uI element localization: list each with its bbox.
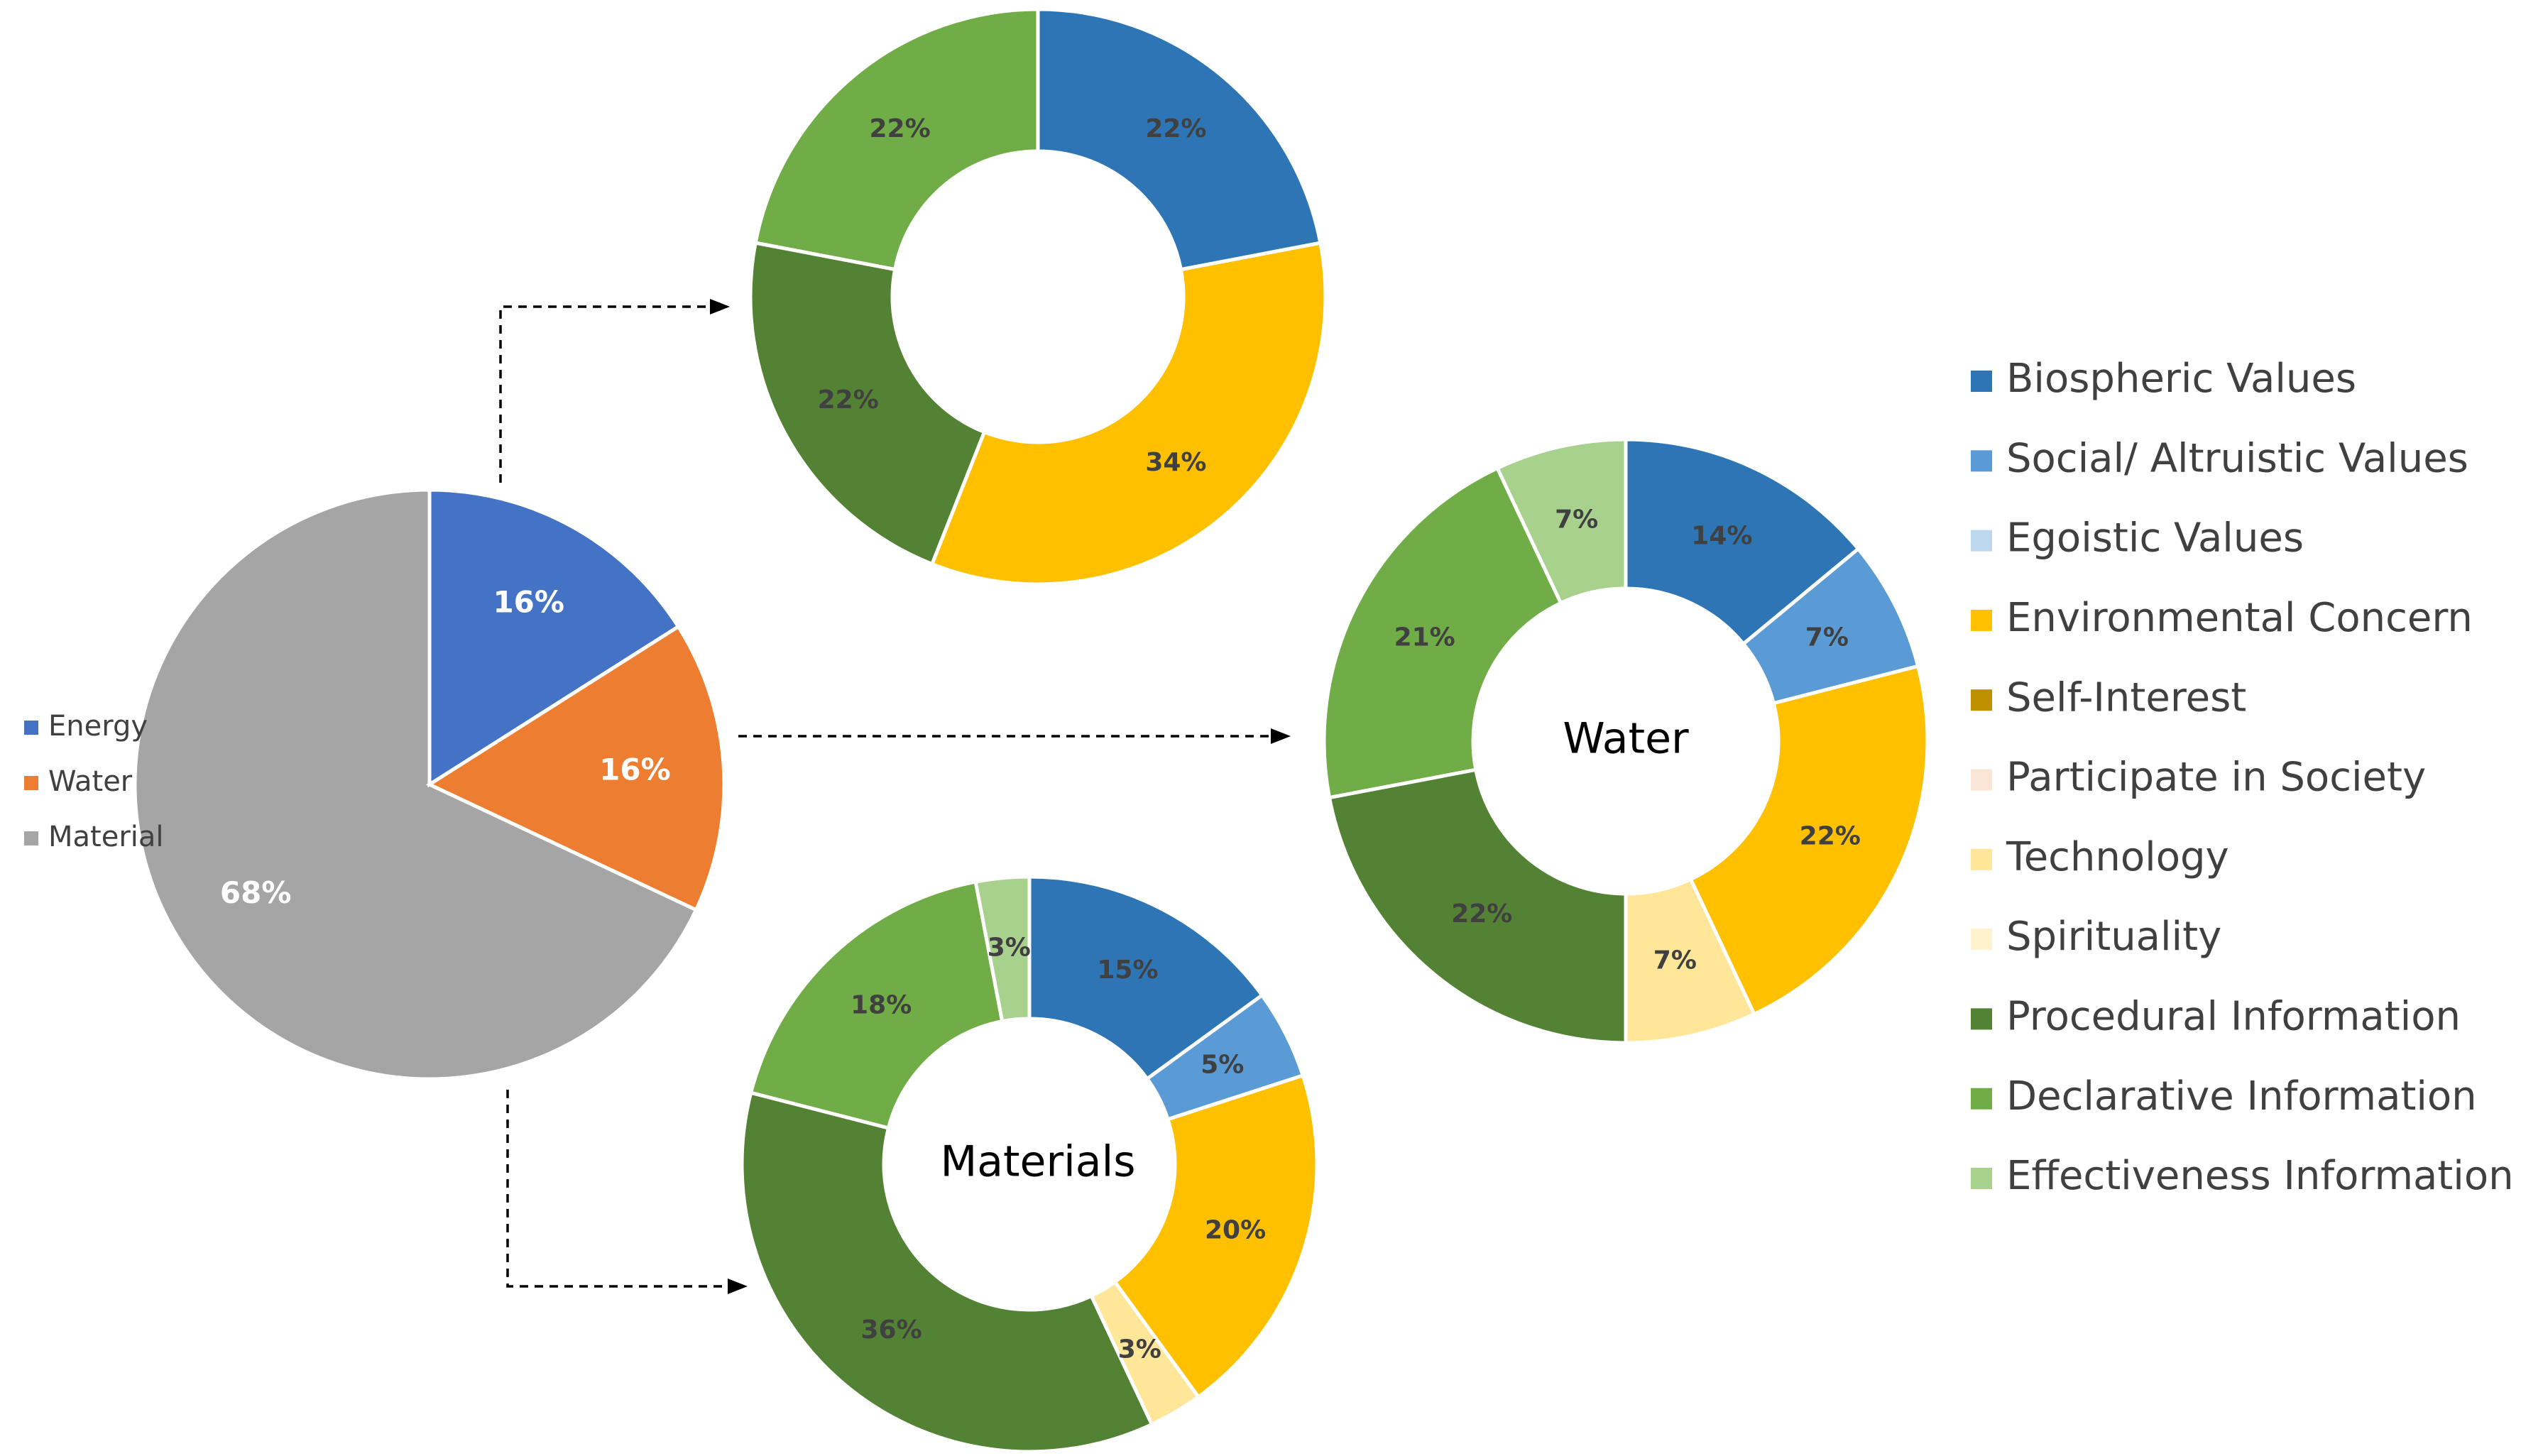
water-donut-chart: 14% 7% 22% 7% 22% 21% 7% Water [1322, 437, 1930, 1045]
legend-label-self-interest: Self-Interest [2006, 674, 2246, 721]
materials-label-technology: 3% [1118, 1335, 1161, 1364]
legend-swatch-spirituality [1971, 929, 1992, 951]
legend-swatch-technology [1971, 848, 1992, 870]
water-slice-technology [1624, 877, 1757, 1045]
right-legend: Biospheric Values Social/ Altruistic Valu… [1971, 356, 2514, 1199]
legend-swatch-participate-in-society [1971, 769, 1992, 791]
materials-label-effectiveness-information: 3% [988, 933, 1031, 962]
main-pie-legend: Energy Water Material [24, 710, 164, 853]
legend-swatch-declarative-information [1971, 1088, 1992, 1110]
water-slice-declarative-information [1322, 466, 1563, 800]
materials-slice-social-altruistic-values [1144, 992, 1306, 1122]
legend-label-spirituality: Spirituality [2006, 914, 2221, 960]
water-slice-environmental-concern [1688, 664, 1930, 1017]
arrow-head-water [1271, 728, 1291, 744]
water-slice-social-altruistic-values [1741, 546, 1920, 706]
arrow-head-materials [728, 1279, 748, 1294]
main-legend-label-energy: Energy [48, 710, 148, 743]
materials-label-declarative-information: 18% [851, 991, 912, 1020]
legend-label-declarative-information: Declarative Information [2006, 1073, 2477, 1120]
legend-swatch-social-altruistic-values [1971, 450, 1992, 472]
main-legend-label-material: Material [48, 821, 164, 853]
legend-label-effectiveness-information: Effectiveness Information [2006, 1153, 2514, 1199]
main-pie-slice-water [425, 624, 726, 913]
materials-slice-technology [1088, 1279, 1201, 1427]
main-pie-label-water: 16% [599, 752, 671, 787]
materials-donut-chart: 15% 5% 20% 3% 36% 18% 3% Materials [740, 875, 1319, 1454]
legend-swatch-biospheric-values [1971, 371, 1992, 392]
main-legend-swatch-material [24, 831, 38, 845]
energy-label-procedural-information: 22% [818, 385, 879, 415]
water-label-procedural-information: 22% [1451, 899, 1512, 929]
water-label-declarative-information: 21% [1394, 623, 1455, 652]
legend-swatch-self-interest [1971, 689, 1992, 711]
materials-label-biospheric-values: 15% [1097, 956, 1158, 985]
main-pie-slice-material [133, 488, 699, 1081]
water-label-effectiveness-information: 7% [1555, 505, 1598, 535]
materials-slice-procedural-information [740, 1090, 1154, 1454]
legend-label-technology: Technology [2006, 834, 2229, 880]
main-legend-label-water: Water [48, 765, 133, 798]
legend-label-environmental-concern: Environmental Concern [2006, 595, 2473, 641]
energy-donut-chart: 22% 34% 22% 22% [748, 7, 1328, 586]
energy-label-biospheric-values: 22% [1145, 114, 1206, 143]
legend-label-biospheric-values: Biospheric Values [2006, 356, 2356, 402]
energy-slice-declarative-information [753, 7, 1040, 272]
energy-slice-procedural-information [748, 241, 987, 566]
main-pie-slice-energy [427, 488, 681, 788]
legend-swatch-procedural-information [1971, 1008, 1992, 1030]
water-donut-title: Water [1563, 714, 1689, 764]
water-label-biospheric-values: 14% [1691, 521, 1752, 550]
legend-label-participate-in-society: Participate in Society [2006, 755, 2426, 801]
materials-slice-environmental-concern [1112, 1073, 1319, 1400]
legend-swatch-effectiveness-information [1971, 1168, 1992, 1189]
legend-swatch-environmental-concern [1971, 609, 1992, 631]
water-slice-procedural-information [1327, 767, 1628, 1045]
water-label-environmental-concern: 22% [1800, 821, 1861, 850]
materials-slice-biospheric-values [1027, 875, 1265, 1081]
water-slice-biospheric-values [1624, 437, 1861, 647]
materials-label-environmental-concern: 20% [1205, 1215, 1266, 1244]
energy-label-environmental-concern: 34% [1145, 448, 1206, 477]
materials-donut-title: Materials [940, 1137, 1135, 1187]
arrow-to-energy [499, 305, 710, 483]
main-pie-label-energy: 16% [493, 584, 564, 619]
energy-label-declarative-information: 22% [869, 114, 930, 143]
materials-slice-declarative-information [748, 880, 1005, 1131]
legend-label-procedural-information: Procedural Information [2006, 994, 2461, 1040]
connector-arrows [499, 299, 1291, 1294]
arrow-to-materials [506, 1090, 728, 1288]
main-legend-swatch-energy [24, 721, 38, 735]
legend-swatch-egoistic-values [1971, 530, 1992, 552]
legend-label-social-altruistic-values: Social/ Altruistic Values [2006, 435, 2468, 481]
energy-slice-environmental-concern [929, 241, 1328, 586]
arrow-head-energy [710, 299, 730, 314]
main-pie-chart: 16% 16% 68% [133, 488, 726, 1081]
materials-label-social-altruistic-values: 5% [1201, 1051, 1244, 1080]
materials-label-procedural-information: 36% [860, 1315, 922, 1345]
water-label-social-altruistic-values: 7% [1805, 623, 1849, 652]
main-pie-label-material: 68% [220, 875, 292, 910]
water-label-technology: 7% [1653, 946, 1697, 975]
main-legend-swatch-water [24, 776, 38, 790]
energy-slice-biospheric-values [1036, 7, 1323, 272]
legend-label-egoistic-values: Egoistic Values [2006, 515, 2304, 562]
